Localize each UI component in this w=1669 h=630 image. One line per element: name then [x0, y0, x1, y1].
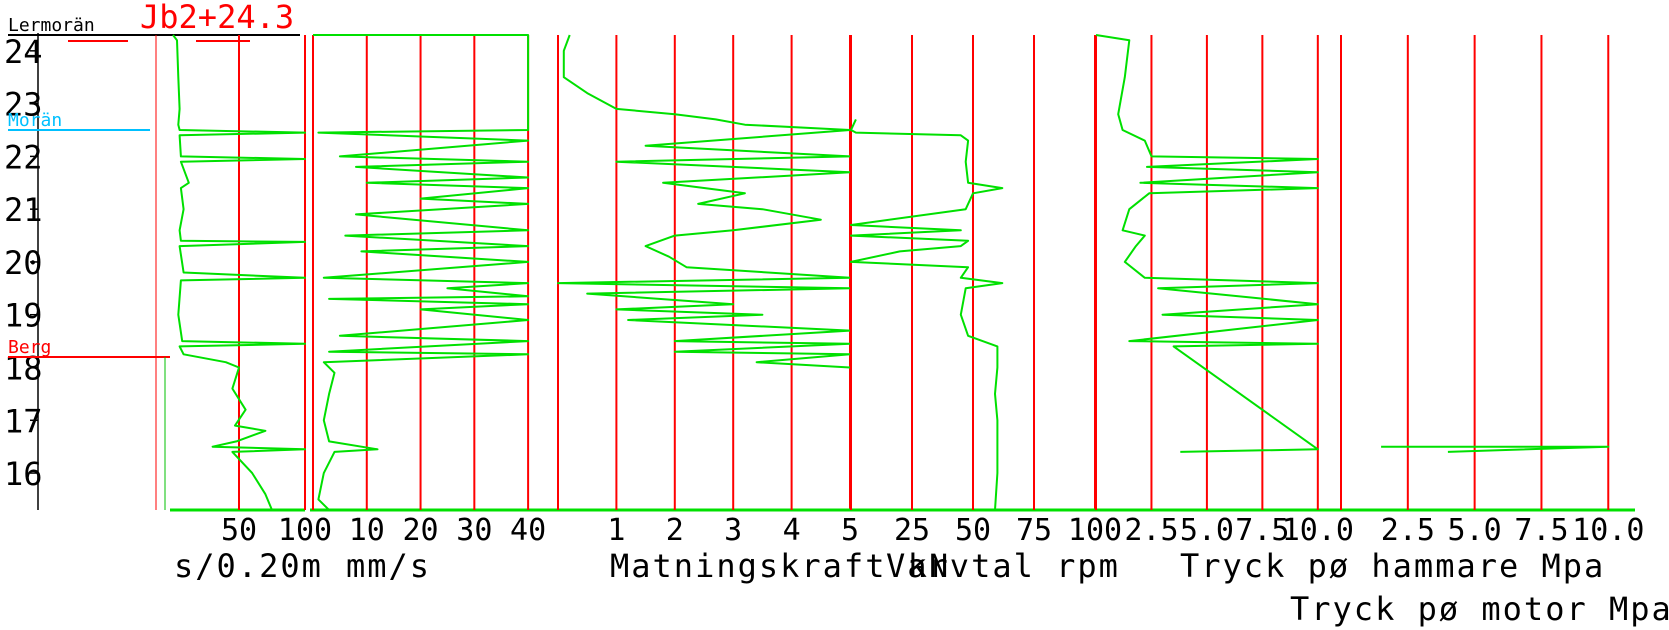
- panel-tick-label: 7.5: [1514, 513, 1568, 548]
- panel-unit-label: Varvtal rpm: [886, 547, 1120, 585]
- depth-tick-label: 22: [4, 138, 43, 176]
- panel-tick-label: 20: [402, 513, 438, 548]
- depth-tick-label: 21: [4, 191, 43, 229]
- panel-tick-label: 75: [1016, 513, 1052, 548]
- panel-tick-label: 5.0: [1448, 513, 1502, 548]
- panel-tick-label: 4: [783, 513, 801, 548]
- depth-tick-label: 16: [4, 455, 43, 493]
- panel-tick-label: 25: [894, 513, 930, 548]
- panel-series-line: [172, 34, 306, 511]
- panel-tick-label: 50: [221, 513, 257, 548]
- panel-series-line: [850, 118, 1004, 511]
- depth-tick-label: 18: [4, 350, 43, 388]
- panel-tick-label: 10.0: [1572, 513, 1644, 548]
- panel-tick-label: 3: [724, 513, 742, 548]
- depth-tick-label: 20: [4, 244, 43, 282]
- panel-tick-label: 100: [278, 513, 332, 548]
- depth-tick-label: 17: [4, 402, 43, 440]
- depth-tick-label: 23: [4, 86, 43, 124]
- panel-tick-label: 2.5: [1124, 513, 1178, 548]
- layer-label: Berg: [8, 337, 51, 358]
- panel-tick-label: 50: [955, 513, 991, 548]
- panel-tick-label: 2: [666, 513, 684, 548]
- panel-tick-label: 30: [456, 513, 492, 548]
- panel-tick-label: 10.0: [1282, 513, 1354, 548]
- panel-tick-label: 2.5: [1381, 513, 1435, 548]
- panel-series-line: [557, 34, 851, 369]
- panel-tick-label: 100: [1068, 513, 1122, 548]
- panel-tick-label: 1: [607, 513, 625, 548]
- layer-label: Lermorän: [8, 15, 95, 36]
- panel-unit-label: Matningskraft kN: [610, 547, 950, 585]
- depth-tick-label: 24: [4, 33, 43, 71]
- panel-tick-label: 5: [841, 513, 859, 548]
- panel-unit-label: mm/s: [346, 547, 431, 585]
- panel-series-line: [1381, 445, 1610, 453]
- panel-unit-label: Tryck pø hammare Mpa: [1180, 547, 1605, 585]
- panel-tick-label: 40: [510, 513, 546, 548]
- panel-tick-label: 10: [349, 513, 385, 548]
- depth-tick-label: 19: [4, 297, 43, 335]
- panel-unit-label: s/0.20m: [174, 547, 323, 585]
- panel-tick-label: 5.0: [1180, 513, 1234, 548]
- panel-tick-label: 7.5: [1235, 513, 1289, 548]
- panel-series-line: [313, 34, 530, 511]
- panel-unit-label: Tryck pø motor Mpa: [1290, 590, 1669, 628]
- layer-label: Morän: [8, 110, 62, 131]
- panel-series-line: [1095, 34, 1319, 453]
- chart-title: Jb2+24.3: [140, 0, 294, 36]
